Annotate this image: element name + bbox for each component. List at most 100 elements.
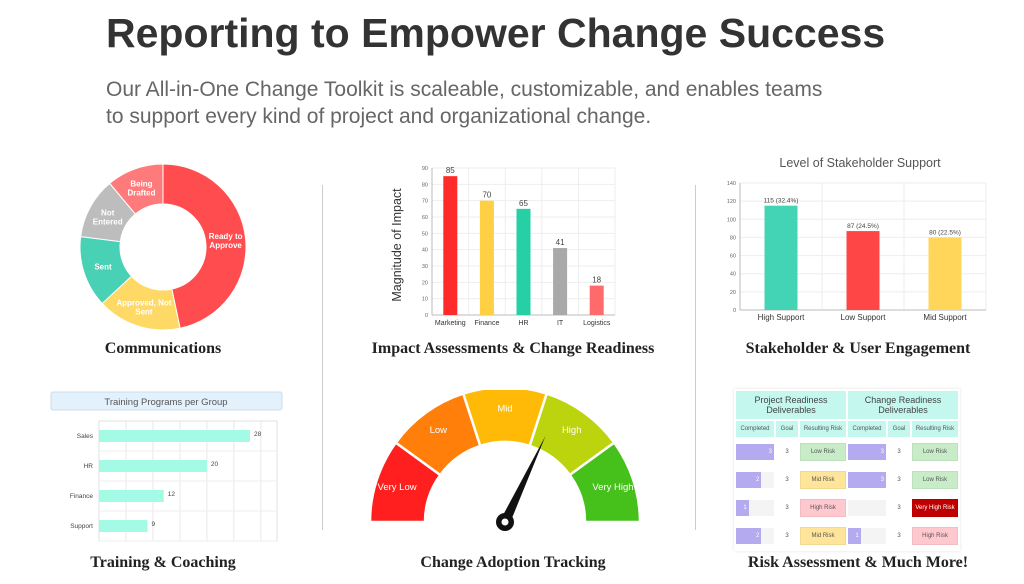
y-tick-label: 0 xyxy=(733,308,736,314)
data-label: 87 (24.5%) xyxy=(847,223,879,230)
y-tick-label: 140 xyxy=(727,181,736,187)
y-tick-label: HR xyxy=(84,463,94,470)
completed-bar: 3 xyxy=(736,444,774,460)
risk-badge: Mid Risk xyxy=(800,471,846,489)
goal-cell: 3 xyxy=(785,533,789,539)
gauge-segment-label: High xyxy=(562,425,582,436)
subtitle-line-2: to support every kind of project and org… xyxy=(106,105,652,128)
data-label: 80 (22.5%) xyxy=(929,229,961,236)
y-tick-label: 60 xyxy=(422,215,428,221)
completed-cell: 3 xyxy=(848,439,886,465)
donut-slice-label: Sent xyxy=(94,262,112,271)
table-row: 3 3 Low Risk 3 3 Low Risk xyxy=(736,439,958,465)
completed-bar: 1 xyxy=(848,528,861,544)
bar xyxy=(99,460,207,472)
gauge-segment-label: Very High xyxy=(592,482,633,493)
data-label: 12 xyxy=(168,491,176,498)
completed-bar: 3 xyxy=(848,444,886,460)
x-tick-label: IT xyxy=(557,320,564,327)
chart-title: Training Programs per Group xyxy=(104,397,227,408)
y-tick-label: 40 xyxy=(730,272,736,278)
completed-bar: 1 xyxy=(736,500,749,516)
column-divider xyxy=(695,185,696,530)
goal-cell: 3 xyxy=(785,449,789,455)
y-tick-label: 90 xyxy=(422,166,428,172)
column-header: Goal xyxy=(888,421,910,437)
completed-cell: 1 xyxy=(736,495,774,521)
completed-cell: 2 xyxy=(736,467,774,493)
goal-cell: 3 xyxy=(897,449,901,455)
risk-table-container: Project Readiness Deliverables Change Rea… xyxy=(734,389,960,551)
y-tick-label: 20 xyxy=(422,280,428,286)
x-tick-label: Marketing xyxy=(435,320,466,327)
donut-slice xyxy=(108,163,164,215)
goal-cell: 3 xyxy=(785,477,789,483)
y-tick-label: Finance xyxy=(70,493,94,500)
gauge-segment-label: Mid xyxy=(497,404,512,415)
completed-bar: 3 xyxy=(848,472,886,488)
y-tick-label: 10 xyxy=(422,297,428,303)
risk-badge: Mid Risk xyxy=(800,527,846,545)
table-row: 2 3 Mid Risk 1 3 High Risk xyxy=(736,523,958,549)
risk-badge: Very High Risk xyxy=(912,499,958,517)
communications-donut-chart: Ready to Approve Approved, Not Sent Sent Not E… xyxy=(79,163,247,331)
data-label: 9 xyxy=(152,521,156,528)
y-tick-label: 0 xyxy=(425,313,428,319)
completed-cell: 1 xyxy=(848,523,886,549)
bar xyxy=(589,285,604,315)
risk-badge: High Risk xyxy=(912,527,958,545)
adoption-gauge: Very Low Low Mid High Very High xyxy=(368,390,642,531)
bar xyxy=(99,490,164,502)
risk-badge: High Risk xyxy=(800,499,846,517)
page-title: Reporting to Empower Change Success xyxy=(106,10,886,56)
donut-slice-label: Not Entered xyxy=(93,208,123,226)
bar xyxy=(764,205,798,310)
impact-bar-chart: 0 10 20 30 40 50 60 70 80 90 85 Marketing 70 Finance 6… xyxy=(390,166,616,327)
gauge-segment-label: Low xyxy=(430,425,448,436)
donut-slice-label: Ready to Approve xyxy=(209,232,243,250)
data-label: 65 xyxy=(519,199,528,208)
gauge-needle xyxy=(500,436,546,525)
x-tick-label: HR xyxy=(518,320,528,327)
column-header: Goal xyxy=(776,421,798,437)
bar xyxy=(443,176,458,315)
y-tick-label: 80 xyxy=(730,235,736,241)
column-header: Resulting Risk xyxy=(800,421,846,437)
y-tick-label: 50 xyxy=(422,231,428,237)
completed-bar: 2 xyxy=(736,528,762,544)
chart-title: Level of Stakeholder Support xyxy=(779,156,941,170)
gauge-needle-hub-center xyxy=(501,518,509,526)
column-header: Completed xyxy=(736,421,774,437)
y-tick-label: 30 xyxy=(422,264,428,270)
data-label: 18 xyxy=(592,276,601,285)
donut-slice xyxy=(162,163,247,329)
data-label: 70 xyxy=(482,191,491,200)
y-tick-label: 60 xyxy=(730,254,736,260)
group-header-change: Change Readiness Deliverables xyxy=(848,391,958,419)
bar xyxy=(516,208,531,315)
completed-cell: 3 xyxy=(736,439,774,465)
data-label: 115 (32.4%) xyxy=(764,198,799,205)
training-bar-chart: Training Programs per Group 28 Sales 20 HR 12… xyxy=(50,391,283,542)
data-label: 41 xyxy=(556,238,565,247)
caption-adoption: Change Adoption Tracking xyxy=(420,554,606,571)
bar xyxy=(99,430,251,442)
gauge-segment xyxy=(567,440,642,524)
data-label: 28 xyxy=(254,431,262,438)
data-label: 85 xyxy=(446,166,455,175)
caption-stakeholder: Stakeholder & User Engagement xyxy=(745,340,971,357)
risk-table: Project Readiness Deliverables Change Rea… xyxy=(734,389,960,551)
y-tick-label: 70 xyxy=(422,199,428,205)
y-tick-label: 20 xyxy=(730,290,736,296)
group-header-project: Project Readiness Deliverables xyxy=(736,391,846,419)
caption-risk: Risk Assessment & Much More! xyxy=(747,554,969,571)
donut-slice-label: Being Drafted xyxy=(127,179,155,197)
column-header: Completed xyxy=(848,421,886,437)
y-tick-label: 100 xyxy=(727,217,736,223)
risk-badge: Low Risk xyxy=(912,443,958,461)
bar xyxy=(99,520,148,532)
bar xyxy=(553,248,568,315)
x-tick-label: High Support xyxy=(758,313,805,322)
x-tick-label: Finance xyxy=(474,320,499,327)
column-divider xyxy=(322,185,323,530)
